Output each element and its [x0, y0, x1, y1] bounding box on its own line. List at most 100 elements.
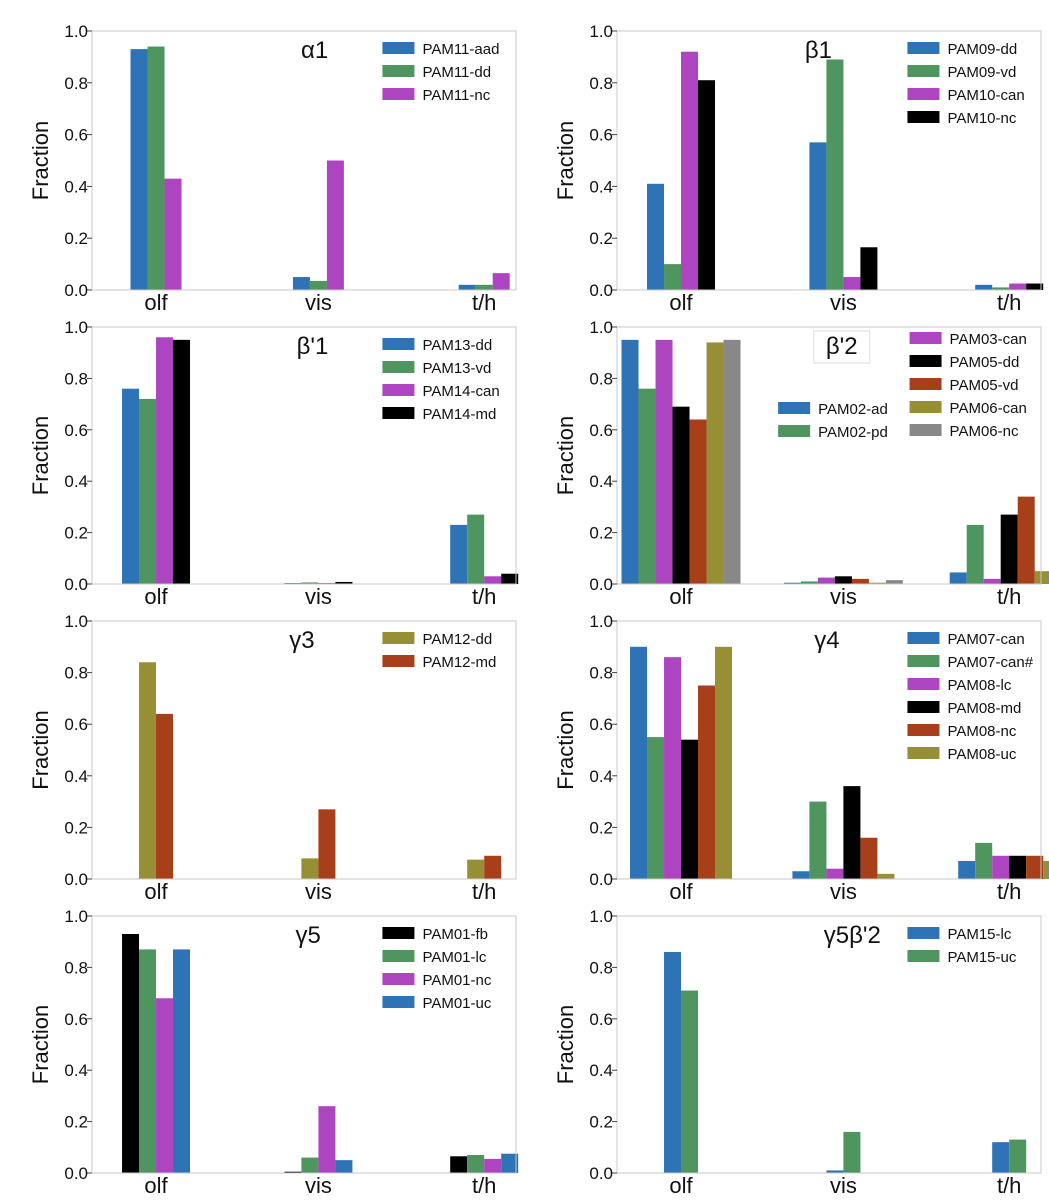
bar-PAM15-uc-olf	[681, 990, 699, 1173]
title-box	[813, 330, 871, 364]
bar-PAM05-vd-olf	[689, 419, 707, 584]
y-tick-label: 0.6	[589, 1010, 613, 1029]
bar-PAM06-nc-vis	[885, 580, 903, 584]
bar-PAM14-can-t/h	[484, 576, 502, 584]
bar-PAM13-vd-t/h	[467, 514, 485, 584]
bar-PAM10-can-olf	[681, 51, 699, 290]
chart-title: β'1	[297, 333, 329, 360]
y-tick-label: 0.8	[64, 74, 88, 93]
y-tick-label: 0.8	[589, 664, 613, 683]
y-tick-label: 0.2	[64, 1113, 88, 1132]
chart-title: α1	[301, 37, 328, 64]
x-tick-label: vis	[305, 879, 332, 904]
bar-PAM10-nc-olf	[698, 80, 716, 291]
chart-panel-7: 0.0 0.2 0.4 0.6 0.8 1.0 olf vis t/h Fraction γ5 PAM…	[28, 907, 519, 1198]
y-tick-label: 0.0	[64, 575, 88, 594]
y-tick-label: 0.4	[64, 177, 88, 196]
x-tick-label: t/h	[997, 879, 1021, 904]
bar-PAM13-vd-vis	[301, 582, 319, 584]
bar-PAM11-dd-olf	[147, 46, 165, 290]
chart-panel-8: 0.0 0.2 0.4 0.6 0.8 1.0 olf vis t/h Fraction γ5β'2…	[553, 907, 1042, 1198]
y-tick-label: 1.0	[64, 22, 88, 41]
bar-PAM10-nc-vis	[860, 247, 878, 290]
bar-PAM11-nc-olf	[164, 178, 182, 290]
bar-PAM02-ad-vis	[783, 582, 801, 584]
legend-label-PAM13-dd: PAM13-dd	[422, 337, 492, 354]
y-axis-label: Fraction	[28, 1005, 53, 1084]
bar-PAM08-uc-t/h	[1043, 860, 1049, 879]
x-tick-label: t/h	[997, 1173, 1021, 1198]
x-tick-label: vis	[830, 584, 857, 609]
bar-PAM14-md-t/h	[501, 573, 519, 584]
y-tick-label: 0.4	[64, 767, 88, 786]
legend-swatch-PAM02-ad	[778, 402, 811, 414]
y-axis-label: Fraction	[553, 1005, 578, 1084]
bar-PAM01-fb-vis	[284, 1171, 302, 1173]
x-tick-label: t/h	[472, 290, 496, 315]
x-tick-label: t/h	[472, 879, 496, 904]
y-tick-label: 0.0	[589, 281, 613, 300]
bar-PAM09-vd-olf	[664, 264, 682, 290]
y-tick-label: 0.4	[589, 767, 613, 786]
legend-swatch-PAM06-can	[909, 401, 942, 413]
legend-label-PAM01-uc: PAM01-uc	[422, 995, 491, 1012]
y-tick-label: 0.4	[589, 177, 613, 196]
chart-title: γ4	[814, 627, 839, 654]
bar-PAM06-can-vis	[868, 582, 886, 584]
legend-swatch-PAM01-fb	[382, 927, 415, 939]
y-tick-label: 0.0	[589, 1164, 613, 1183]
legend-swatch-PAM03-can	[909, 332, 942, 344]
bar-PAM08-nc-t/h	[1026, 855, 1044, 879]
bar-PAM12-dd-t/h	[467, 859, 485, 879]
legend-swatch-PAM01-lc	[382, 950, 415, 962]
bar-PAM10-nc-t/h	[1026, 283, 1044, 290]
x-tick-label: t/h	[997, 584, 1021, 609]
x-tick-label: t/h	[472, 1173, 496, 1198]
legend-label-PAM06-can: PAM06-can	[950, 400, 1027, 417]
y-axis-label: Fraction	[553, 121, 578, 200]
bar-PAM12-md-vis	[318, 809, 336, 879]
y-tick-label: 0.4	[64, 1061, 88, 1080]
legend-swatch-PAM08-lc	[907, 678, 940, 690]
legend-label-PAM12-dd: PAM12-dd	[422, 631, 492, 648]
legend-swatch-PAM01-nc	[382, 973, 415, 985]
bar-PAM06-can-olf	[706, 342, 724, 584]
plot-frame	[616, 620, 1042, 880]
bar-PAM08-nc-vis	[860, 837, 878, 879]
chart-title: β'2	[826, 333, 858, 360]
plot-frame	[616, 30, 1042, 291]
x-tick-label: t/h	[997, 290, 1021, 315]
chart-panel-2: 0.0 0.2 0.4 0.6 0.8 1.0 olf vis t/h Fraction β1 PAM…	[553, 22, 1044, 315]
legend-label-PAM14-can: PAM14-can	[422, 383, 499, 400]
bar-PAM01-uc-olf	[173, 949, 191, 1173]
legend-label-PAM03-can: PAM03-can	[950, 331, 1027, 348]
bar-PAM06-can-t/h	[1034, 571, 1049, 584]
legend-swatch-PAM02-pd	[778, 425, 811, 437]
x-tick-label: vis	[830, 290, 857, 315]
x-tick-label: t/h	[472, 584, 496, 609]
bar-PAM09-vd-vis	[826, 59, 844, 290]
bar-PAM12-md-olf	[156, 713, 174, 879]
y-tick-label: 0.6	[64, 715, 88, 734]
plot-frame	[616, 915, 1042, 1174]
bar-PAM06-nc-olf	[723, 339, 741, 584]
legend-label-PAM01-lc: PAM01-lc	[422, 949, 486, 966]
bar-PAM11-nc-vis	[326, 160, 344, 290]
x-tick-label: olf	[144, 584, 168, 609]
x-tick-label: vis	[305, 1173, 332, 1198]
bar-PAM13-dd-t/h	[450, 524, 468, 584]
chart-panel-3: 0.0 0.2 0.4 0.6 0.8 1.0 olf vis t/h Fraction β'1 PA…	[28, 318, 519, 609]
bar-PAM15-lc-t/h	[992, 1142, 1010, 1173]
legend-label-PAM05-dd: PAM05-dd	[950, 354, 1020, 371]
bar-PAM09-dd-olf	[647, 183, 665, 290]
y-axis-label: Fraction	[28, 121, 53, 200]
bar-PAM09-dd-vis	[809, 142, 827, 290]
y-tick-label: 0.8	[589, 369, 613, 388]
bar-PAM05-dd-vis	[834, 576, 852, 584]
bar-PAM05-dd-t/h	[1000, 514, 1018, 584]
legend-swatch-PAM11-dd	[382, 65, 415, 77]
y-tick-label: 0.2	[589, 1113, 613, 1132]
bar-PAM11-dd-t/h	[475, 284, 493, 290]
bar-PAM12-dd-vis	[301, 858, 319, 879]
y-tick-label: 0.0	[589, 575, 613, 594]
